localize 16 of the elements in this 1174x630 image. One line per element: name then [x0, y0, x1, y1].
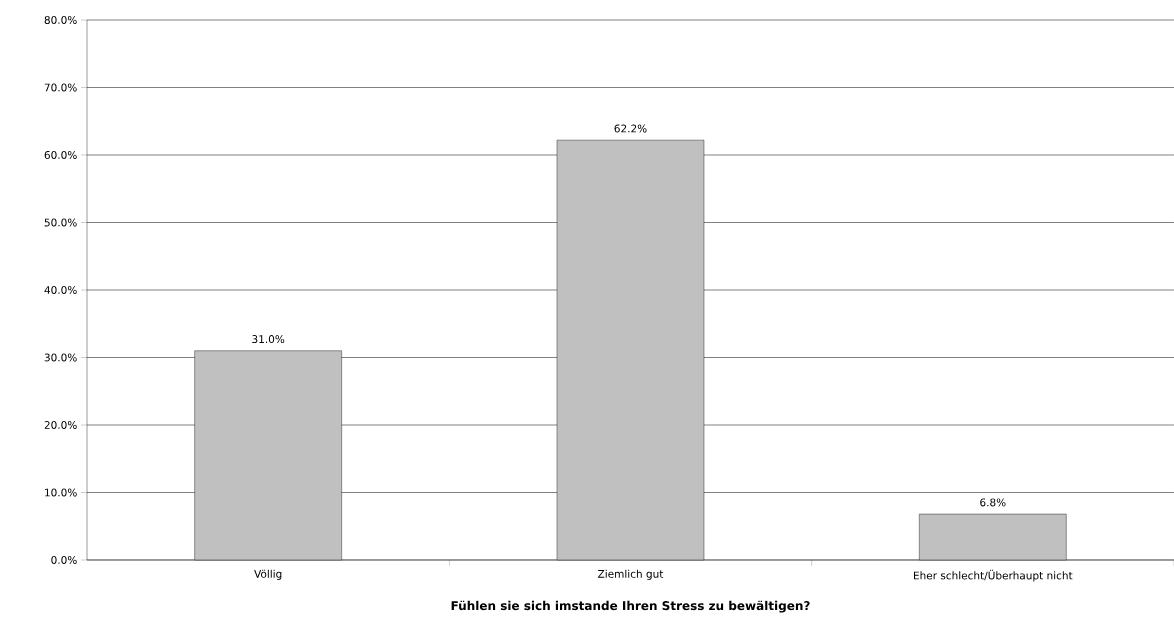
y-tick-label: 70.0%: [44, 83, 77, 92]
x-tick-label: Völlig: [254, 569, 282, 580]
y-tick-label: 20.0%: [44, 421, 77, 429]
y-tick-label: 10.0%: [45, 488, 77, 497]
y-tick-label: 30.0%: [44, 353, 77, 362]
data-label: 6.8%: [980, 498, 1006, 507]
data-label: 62.2%: [614, 124, 647, 133]
y-tick-label: 40.0%: [44, 286, 77, 294]
y-tick-label: 50.0%: [44, 218, 77, 227]
y-tick-label: 0.0%: [51, 556, 77, 564]
x-axis-title: Fühlen sie sich imstande Ihren Stress zu bewältigen?: [451, 600, 810, 613]
x-tick-label: Eher schlecht/Überhaupt nicht: [914, 569, 1073, 582]
y-tick-label: 80.0%: [44, 16, 77, 24]
data-label: 31.0%: [252, 335, 285, 344]
x-tick-label: Ziemlich gut: [598, 569, 664, 580]
y-tick-label: 60.0%: [44, 151, 77, 159]
